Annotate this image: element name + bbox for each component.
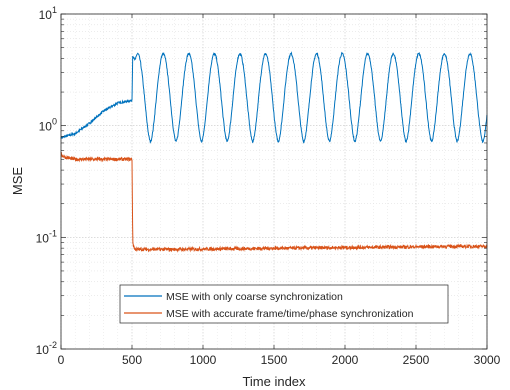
legend-label-coarse: MSE with only coarse synchronization: [166, 291, 343, 303]
x-tick-label: 1000: [190, 353, 217, 367]
series-line-coarse-segment-0: [60, 99, 133, 139]
x-tick-label: 500: [122, 353, 142, 367]
x-tick-labels: 0 500 1000 1500 2000 2500 3000: [58, 353, 501, 367]
x-axis-label: Time index: [242, 374, 306, 389]
x-tick-label: 0: [58, 353, 65, 367]
series-line-accurate-segment-0: [60, 152, 133, 163]
series-line-coarse-segment-1: [132, 51, 488, 144]
x-tick-label: 3000: [474, 353, 501, 367]
series-line-coarse-jump: [131, 56, 134, 101]
x-tick-label: 1500: [261, 353, 288, 367]
series-layer: [60, 51, 488, 253]
legend-label-accurate: MSE with accurate frame/time/phase synch…: [166, 308, 414, 320]
y-tick-label: 101: [39, 5, 57, 22]
legend-box: [119, 284, 449, 324]
y-tick-label: 10-2: [36, 340, 57, 357]
y-tick-labels: 10-2 10-1 100 101: [36, 5, 57, 357]
series-line-accurate-segment-1: [131, 159, 488, 253]
y-tick-label: 10-1: [36, 228, 57, 245]
y-tick-label: 100: [39, 117, 57, 134]
axis-ticks: [60, 13, 488, 350]
y-axis-label: MSE: [10, 167, 25, 196]
legend: MSE with only coarse synchronization MSE…: [119, 284, 449, 324]
x-tick-label: 2500: [403, 353, 430, 367]
x-tick-label: 2000: [332, 353, 359, 367]
